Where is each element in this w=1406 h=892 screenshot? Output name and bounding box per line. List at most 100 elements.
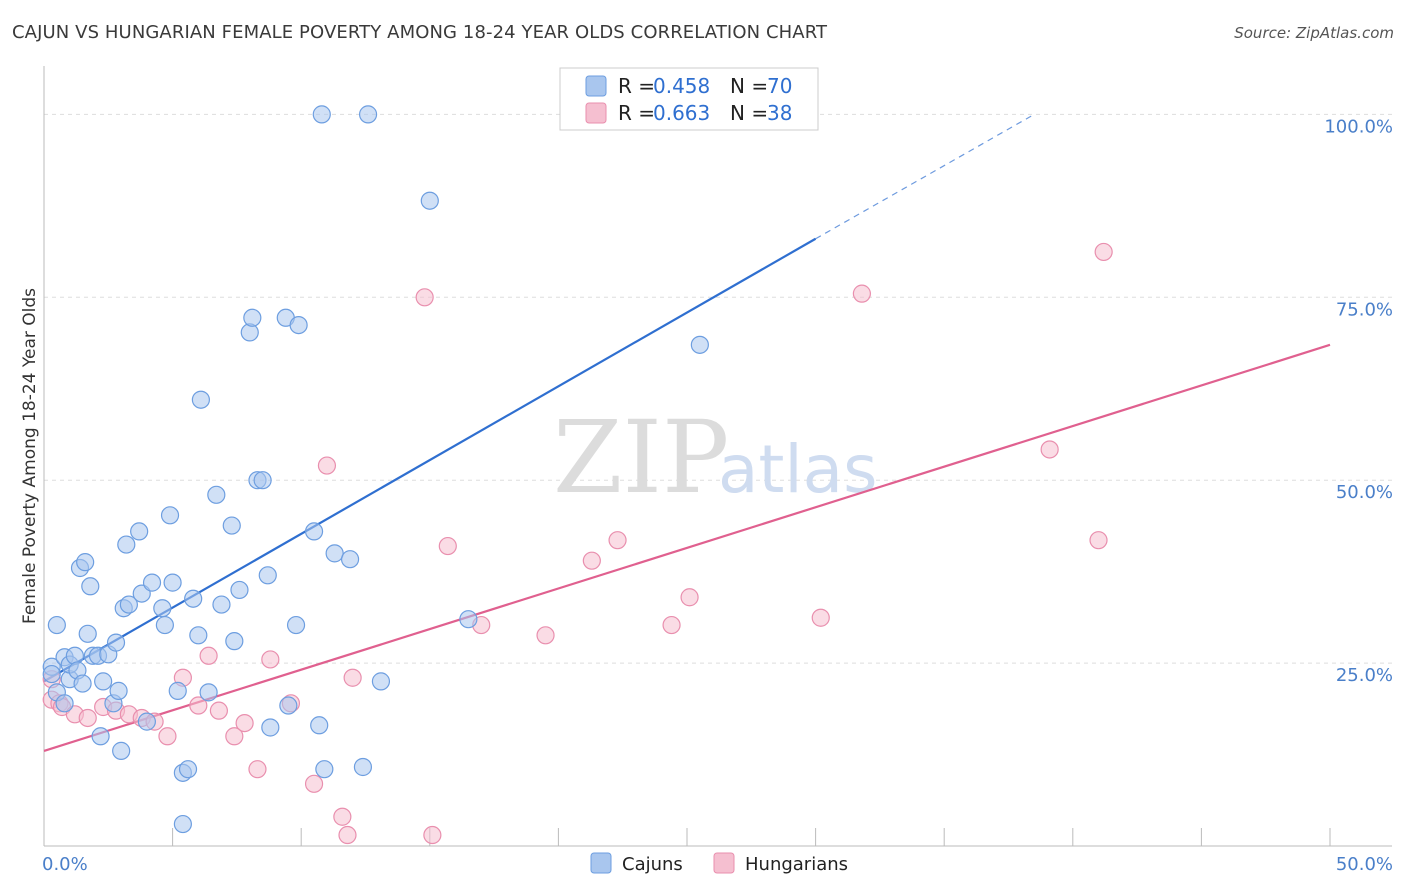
watermark-atlas: atlas [718, 431, 878, 508]
hungarian-point [158, 727, 177, 746]
legend-r-label-1: R = [618, 74, 655, 98]
legend-box: R = 0.458 N = 70 R = 0.663 N = 38 [559, 67, 819, 131]
y-tick-label: 100.0% [1324, 116, 1393, 137]
hungarian-point [415, 288, 434, 307]
bottom-legend: Cajuns Hungarians [590, 852, 848, 875]
cajun-point [112, 741, 131, 760]
cajun-point [109, 681, 128, 700]
hungarian-point [608, 531, 627, 550]
cajun-point [358, 105, 378, 124]
cajun-point [160, 506, 180, 525]
cajun-point [261, 718, 280, 737]
watermark: ZIP atlas [553, 399, 878, 516]
hungarian-point [343, 668, 362, 687]
cajun-point [304, 522, 324, 541]
x-tick-label: 50.0% [1336, 854, 1393, 875]
tick-labels: 25.0% 50.0% 75.0% 100.0% 0.0% 50.0% [42, 116, 1393, 875]
hungarian-point [261, 650, 280, 669]
hungarian-point [811, 608, 830, 627]
hungarian-point [438, 536, 457, 556]
bottom-legend-cajuns: Cajuns [622, 854, 683, 875]
hungarian-point [1094, 242, 1113, 262]
cajun-point [91, 727, 110, 746]
cajun-point [690, 335, 709, 354]
cajun-point [178, 760, 198, 779]
data-points [42, 105, 1113, 845]
cajun-point [258, 566, 277, 585]
legend-n-value-1: 70 [767, 74, 792, 98]
cajun-point [222, 516, 241, 535]
cajun-point [168, 681, 187, 700]
cajun-point [353, 757, 373, 777]
hungarian-point [680, 588, 699, 607]
cajun-point [286, 615, 306, 635]
cajun-point [315, 760, 334, 779]
cajun-point [130, 522, 149, 541]
cajun-point [163, 573, 182, 592]
hungarian-point [536, 626, 555, 645]
cajun-point [106, 633, 126, 652]
trendlines [43, 113, 1331, 752]
cajun-point [42, 664, 61, 684]
cajun-point [289, 315, 308, 335]
hungarian-point [199, 646, 218, 665]
cajun-point [153, 599, 172, 618]
bottom-legend-hungarians: Hungarians [745, 854, 848, 875]
cajun-point [47, 615, 66, 635]
cajun-point [73, 674, 92, 693]
legend-r-value-1: 0.458 [653, 74, 710, 98]
hungarian-point [852, 284, 871, 303]
hungarian-point [423, 825, 442, 845]
hungarian-point [1089, 531, 1108, 550]
hungarian-point [248, 760, 267, 779]
trendline-cajuns [43, 237, 817, 683]
cajun-point [340, 550, 360, 569]
legend-n-label-2: N = [730, 101, 768, 125]
cajun-point [212, 595, 231, 614]
legend-swatch-hungarians [585, 102, 607, 124]
trendline-cajuns-extension [815, 113, 1035, 240]
cajun-point [207, 485, 226, 504]
cajun-point [371, 672, 391, 691]
y-tick-label: 50.0% [1336, 482, 1393, 503]
source-credit: Source: ZipAtlas.com [1234, 24, 1394, 42]
cajun-point [310, 716, 329, 735]
cajun-point [184, 589, 203, 608]
cajun-point [420, 191, 439, 210]
hungarian-point [582, 551, 601, 570]
cajun-point [243, 308, 262, 327]
y-tick-label: 25.0% [1336, 665, 1393, 686]
cajun-point [94, 672, 113, 691]
cajun-point [189, 626, 208, 645]
hungarian-point [338, 825, 357, 845]
hungarian-point [78, 708, 97, 728]
cajun-point [81, 577, 100, 596]
cajun-point [225, 632, 244, 651]
cajun-point [117, 535, 136, 554]
hungarian-point [304, 774, 324, 793]
y-tick-label: 75.0% [1336, 299, 1393, 320]
chart-title: CAJUN VS HUNGARIAN FEMALE POVERTY AMONG … [12, 22, 828, 43]
cajun-point [312, 105, 331, 124]
cajun-point [76, 553, 95, 572]
cajun-point [55, 694, 74, 713]
hungarian-point [235, 713, 254, 733]
cajun-point [173, 814, 192, 834]
cajun-point [119, 595, 138, 614]
bottom-legend-swatch-hungarians [713, 852, 735, 874]
hungarian-point [333, 807, 352, 826]
cajun-point [78, 624, 97, 643]
hungarian-point [189, 696, 208, 715]
legend-n-value-2: 38 [767, 101, 792, 125]
y-axis-label: Female Poverty Among 18-24 Year Olds [20, 288, 40, 624]
hungarian-point [209, 701, 228, 720]
cajun-point [199, 683, 218, 702]
cajun-point [137, 712, 156, 731]
cajun-point [142, 573, 162, 592]
cajun-point [155, 615, 174, 635]
bottom-legend-swatch-cajuns [590, 852, 612, 874]
cajun-point [279, 696, 298, 715]
x-tick-label: 0.0% [42, 854, 88, 875]
cajun-point [191, 390, 210, 409]
